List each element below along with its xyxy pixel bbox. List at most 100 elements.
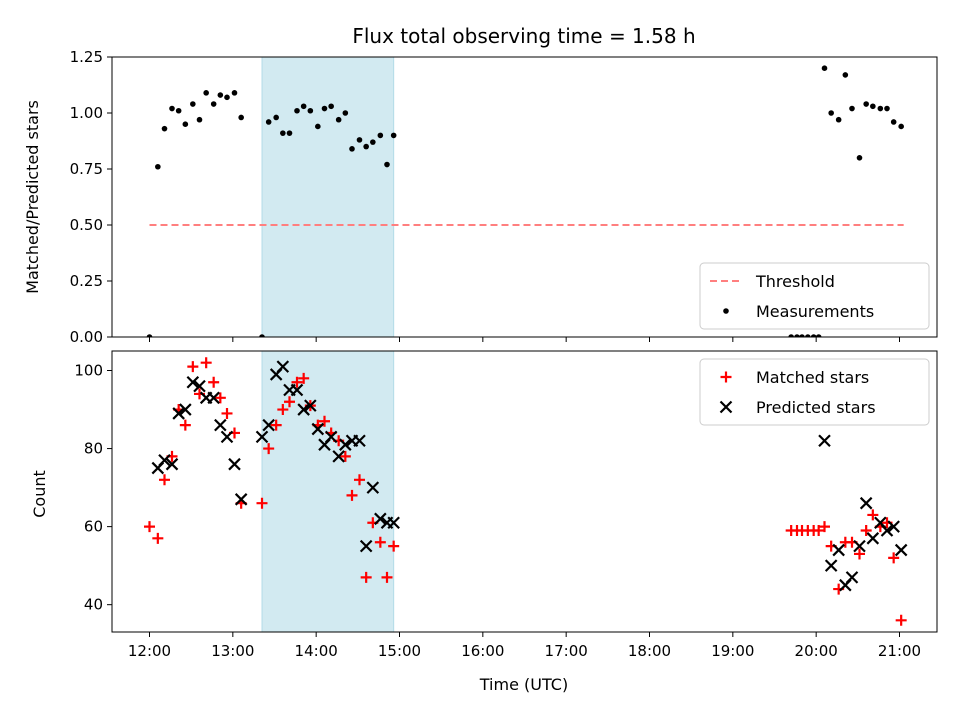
predicted-star-point	[866, 532, 880, 545]
matched-star-point	[895, 614, 907, 626]
measurement-point	[315, 123, 321, 130]
measurement-point	[294, 107, 300, 114]
chart-title: Flux total observing time = 1.58 h	[352, 24, 695, 48]
predicted-star-point	[276, 360, 290, 373]
x-tick-label: 12:00	[128, 642, 171, 660]
measurement-point	[815, 334, 822, 337]
predicted-star-point	[880, 524, 894, 537]
predicted-star-point	[290, 383, 304, 397]
x-tick-label: 14:00	[295, 642, 338, 660]
matched-star-point	[152, 532, 164, 544]
measurement-point	[161, 125, 168, 132]
x-tick-label: 17:00	[545, 642, 588, 660]
ratio-y-tick-label: 0.00	[70, 328, 103, 346]
matched-star-point	[159, 474, 170, 486]
matched-star-point	[221, 407, 233, 419]
predicted-star-point	[234, 493, 248, 506]
predicted-star-point	[304, 399, 317, 412]
ratio-panel: 0.00 0.25 0.50 0.75 1.00 1.25 Threshold Measure…	[70, 48, 938, 346]
ratio-legend-box	[699, 262, 930, 330]
x-tick-label: 13:00	[211, 642, 254, 660]
count-frame	[111, 350, 938, 633]
predicted-star-point	[255, 430, 269, 444]
measurement-point	[190, 101, 196, 107]
measurement-point	[196, 116, 203, 123]
measurement-point	[155, 163, 161, 170]
measurement-point	[335, 116, 342, 123]
matched-star-point	[813, 525, 825, 537]
measurement-point	[217, 92, 224, 98]
measurement-point	[898, 123, 904, 130]
matched-star-point	[214, 392, 226, 404]
predicted-star-point	[894, 543, 908, 557]
measurement-point	[877, 105, 884, 112]
predicted-star-point	[324, 430, 338, 444]
matched-star-point	[277, 404, 289, 416]
predicted-star-point	[262, 418, 275, 432]
predicted-star-point	[359, 539, 373, 553]
count-y-tick-label: 100	[74, 362, 103, 380]
predicted-star-point	[220, 430, 234, 444]
matched-star-point	[298, 372, 310, 384]
count-y-tick-label: 80	[84, 440, 103, 458]
legend-predicted-swatch	[719, 400, 733, 414]
predicted-star-point	[853, 539, 866, 553]
matched-star-point	[187, 361, 199, 373]
measurement-point	[349, 146, 355, 152]
predicted-star-point	[228, 457, 241, 471]
predicted-star-point	[158, 454, 171, 467]
count-marks	[144, 357, 908, 626]
predicted-star-point	[887, 520, 900, 533]
matched-star-point	[867, 509, 879, 521]
count-legend-box	[699, 358, 930, 426]
predicted-star-point	[859, 496, 873, 510]
measurement-point	[238, 114, 244, 121]
predicted-star-point	[353, 434, 366, 448]
count-shaded-span	[261, 350, 395, 633]
ratio-frame	[111, 56, 938, 338]
measurement-point	[884, 105, 890, 112]
matched-star-point	[860, 525, 872, 537]
matched-star-point	[208, 376, 220, 388]
count-y-tick-label: 40	[84, 596, 103, 614]
predicted-star-point	[207, 391, 220, 405]
legend-entry-label: Matched stars	[756, 368, 869, 387]
matched-star-point	[388, 540, 400, 552]
ratio-legend: Threshold Measurements	[699, 262, 930, 330]
measurement-point	[342, 110, 349, 116]
measurement-point	[849, 105, 855, 112]
matched-star-point	[888, 552, 900, 564]
matched-star-point	[200, 357, 212, 369]
measurement-point	[328, 103, 334, 110]
measurement-point	[384, 161, 390, 168]
predicted-star-point	[297, 403, 310, 416]
predicted-star-point	[186, 375, 200, 389]
measurement-point	[794, 334, 800, 337]
measurement-point	[890, 119, 897, 125]
predicted-star-point	[339, 438, 352, 451]
x-tick-label: 15:00	[378, 642, 421, 660]
ratio-y-tick-label: 0.75	[70, 160, 103, 178]
ratio-panel-y-label: Matched/Predicted stars	[23, 100, 42, 294]
predicted-star-point	[214, 418, 227, 432]
predicted-star-point	[824, 559, 838, 572]
measurement-point	[828, 110, 834, 116]
matched-star-point	[256, 497, 268, 509]
legend-entry-label: Measurements	[756, 302, 874, 321]
matched-star-point	[270, 419, 282, 431]
x-tick-label: 16:00	[461, 642, 504, 660]
count-panel-y-label: Count	[30, 470, 49, 518]
matched-star-point	[319, 415, 330, 427]
legend-entry-label: Threshold	[755, 272, 835, 291]
ratio-y-tick-label: 1.25	[70, 48, 103, 66]
matched-star-point	[339, 450, 351, 462]
x-tick-label: 21:00	[878, 642, 921, 660]
predicted-star-point	[374, 512, 387, 526]
measurement-point	[210, 101, 217, 107]
measurement-point	[390, 132, 397, 139]
measurement-point	[377, 132, 384, 139]
measurement-point	[356, 137, 363, 143]
legend-matched-swatch	[720, 371, 732, 383]
ratio-y-tick-label: 0.50	[70, 216, 103, 234]
